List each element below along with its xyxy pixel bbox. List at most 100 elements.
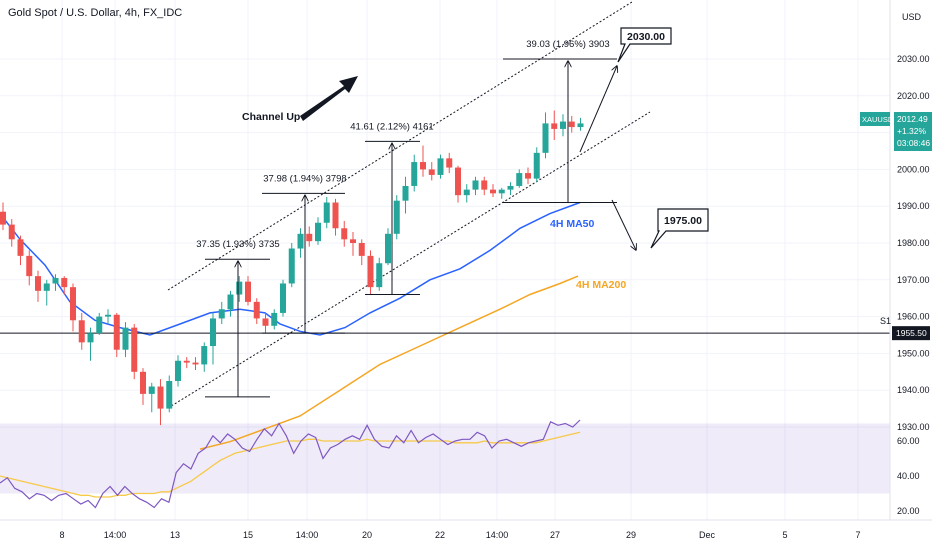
measure-label: 37.98 (1.94%) 3798	[263, 173, 346, 184]
candle-body	[166, 381, 173, 409]
candle-body	[455, 167, 461, 196]
candle-body	[157, 386, 164, 409]
price-tick-label: 1990.00	[897, 201, 930, 211]
candle-body	[332, 202, 339, 229]
time-tick-label: 27	[550, 530, 560, 540]
candle-body	[140, 371, 146, 394]
time-tick-label: 13	[170, 530, 180, 540]
channel-upper-line[interactable]	[167, 1, 633, 291]
candle-body	[35, 276, 41, 291]
candle-body	[183, 360, 190, 363]
candle-body	[420, 162, 426, 170]
time-tick-label: 14:00	[296, 530, 319, 540]
candle-body	[367, 255, 374, 288]
candle-body	[428, 169, 435, 175]
time-tick-label: 14:00	[104, 530, 127, 540]
candle-body	[245, 281, 251, 302]
candle-body	[262, 318, 269, 326]
candle-body	[516, 173, 523, 186]
current-price-tag: XAUUSD 2012.49 +1.32% 03:08:46	[860, 112, 932, 151]
channel-up-arrow-icon	[300, 76, 358, 121]
candle-body	[446, 158, 453, 168]
candle-body	[393, 200, 400, 234]
candle-body	[26, 255, 33, 277]
rsi-tick-label: 60.00	[897, 436, 920, 446]
ma50-line	[0, 201, 581, 336]
candle-body	[525, 173, 531, 179]
symbol-tag: XAUUSD	[862, 115, 894, 124]
rsi-band	[0, 423, 890, 494]
price-axis[interactable]: 2030.002020.002010.002000.001990.001980.…	[897, 54, 930, 432]
candle-body	[498, 189, 505, 194]
candle-body	[490, 189, 496, 194]
time-tick-label: 15	[243, 530, 253, 540]
candle-body	[70, 287, 76, 321]
candle-body	[43, 283, 50, 291]
ma200-line	[199, 275, 579, 450]
candle-body	[175, 360, 181, 381]
candle-body	[288, 248, 295, 284]
candle-body	[0, 211, 6, 225]
candle-body	[131, 327, 138, 372]
candle-body	[227, 294, 234, 310]
ma50-label: 4H MA50	[550, 218, 595, 230]
time-axis[interactable]: 8 14:00 13 15 14:00 20 22 14:00 27 29 Dec 5 7	[59, 530, 860, 540]
time-tick-label: 14:00	[486, 530, 509, 540]
grid	[0, 0, 890, 520]
price-tick-label: 1940.00	[897, 385, 930, 395]
candle-body	[52, 277, 59, 284]
candle-body	[113, 314, 120, 350]
price-tick-label: 1960.00	[897, 312, 930, 322]
price-tick-label: 1980.00	[897, 238, 930, 248]
time-tick-label: 7	[855, 530, 860, 540]
price-tick-label: 1950.00	[897, 348, 930, 358]
candle-body	[472, 180, 479, 190]
ma200-label: 4H MA200	[576, 279, 626, 291]
candle-body	[507, 185, 514, 190]
target-up-callout[interactable]: 2030.00	[617, 27, 672, 63]
candle-body	[236, 281, 243, 295]
candle-body	[577, 123, 584, 128]
price-tick-label: 1970.00	[897, 275, 930, 285]
candle-body	[306, 233, 313, 242]
candle-body	[481, 180, 488, 190]
time-tick-label: 22	[435, 530, 445, 540]
candle-body	[551, 123, 558, 129]
chart-title: Gold Spot / U.S. Dollar, 4h, FX_IDC	[8, 7, 182, 19]
candle-body	[376, 263, 383, 288]
price-tick-label: 2020.00	[897, 91, 930, 101]
candle-body	[148, 386, 155, 394]
current-price: 2012.49	[897, 114, 928, 124]
bar-countdown: 03:08:46	[897, 138, 930, 148]
candle-body	[297, 233, 304, 249]
candle-body	[411, 162, 418, 186]
channel-lower-line[interactable]	[167, 111, 651, 409]
s1-price-tag	[892, 326, 930, 341]
candle-body	[271, 312, 278, 326]
s1-label: S1	[880, 316, 891, 326]
candle-body	[315, 222, 321, 242]
candle-body	[280, 283, 286, 313]
time-tick-label: 29	[626, 530, 636, 540]
candle-body	[402, 185, 409, 201]
target-down-label: 1975.00	[664, 215, 702, 227]
candle-body	[323, 202, 330, 223]
price-tick-label: 1930.00	[897, 422, 930, 432]
candle-body	[463, 189, 470, 196]
target-up-label: 2030.00	[627, 31, 665, 43]
candle-body	[350, 239, 356, 243]
candle-body	[568, 121, 575, 128]
time-tick-label: Dec	[699, 530, 716, 540]
measure-label: 37.35 (1.93%) 3735	[196, 239, 279, 250]
currency-label: USD	[902, 12, 922, 22]
down-projection-arrow	[611, 199, 636, 250]
candles	[0, 110, 584, 426]
target-down-callout[interactable]: 1975.00	[650, 208, 709, 249]
rsi-ma-line	[0, 431, 581, 498]
candle-body	[253, 301, 260, 319]
candle-body	[78, 320, 85, 343]
measure-label: 39.03 (1.96%) 3903	[526, 39, 609, 50]
candle-body	[61, 277, 68, 288]
candle-body	[96, 316, 103, 334]
